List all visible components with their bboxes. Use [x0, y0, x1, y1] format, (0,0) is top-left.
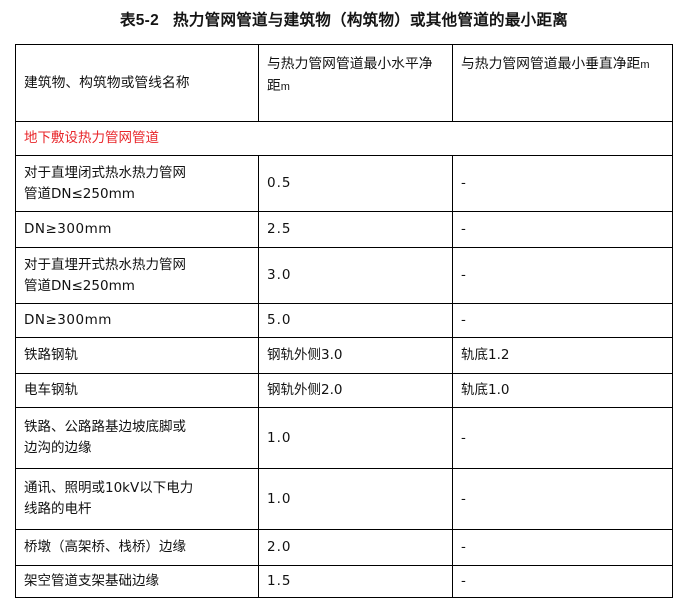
row-label: 铁路钢轨 [15, 337, 259, 374]
table-number: 表5-2 [119, 12, 160, 29]
row-label-line1: 对于直埋开式热水热力管网 [24, 256, 186, 273]
vertical-value: - [452, 155, 673, 212]
column-header-name-text: 建筑物、构筑物或管线名称 [24, 74, 190, 91]
column-header-name: 建筑物、构筑物或管线名称 [15, 44, 259, 122]
table-row: DN≥300mm 5.0 - [15, 303, 673, 338]
table-row: 通讯、照明或10kV以下电力 线路的电杆 1.0 - [15, 468, 673, 530]
horizontal-value: 2.0 [258, 529, 453, 566]
vertical-value: - [452, 529, 673, 566]
table-caption: 热力管网管道与建筑物（构筑物）或其他管道的最小距离 [173, 11, 569, 29]
horizontal-value: 钢轨外侧2.0 [258, 373, 453, 408]
column-header-vertical-text: 与热力管网管道最小垂直净距 [461, 56, 641, 72]
table-row: 铁路钢轨 钢轨外侧3.0 轨底1.2 [15, 337, 673, 374]
row-label-line1: 通讯、照明或10kV以下电力 [24, 480, 194, 497]
table-row: 对于直埋开式热水热力管网 管道DN≤250mm 3.0 - [15, 247, 673, 304]
row-label-line2: 线路的电杆 [24, 501, 92, 517]
table-row: 对于直埋闭式热水热力管网 管道DN≤250mm 0.5 - [15, 155, 673, 212]
vertical-value: 轨底1.2 [452, 337, 673, 374]
table-header-row: 建筑物、构筑物或管线名称 与热力管网管道最小水平净距m 与热力管网管道最小垂直净… [15, 44, 673, 122]
row-label-line1: 铁路、公路路基边坡底脚或 [24, 419, 186, 436]
distance-table: 建筑物、构筑物或管线名称 与热力管网管道最小水平净距m 与热力管网管道最小垂直净… [15, 44, 673, 598]
column-header-horizontal: 与热力管网管道最小水平净距m [258, 44, 453, 122]
table-row: DN≥300mm 2.5 - [15, 211, 673, 248]
column-header-vertical: 与热力管网管道最小垂直净距m [452, 44, 673, 122]
vertical-value: - [452, 565, 673, 598]
row-label: 铁路、公路路基边坡底脚或 边沟的边缘 [15, 407, 259, 469]
vertical-value: - [452, 468, 673, 530]
table-row: 地下敷设热力管网管道 [15, 121, 673, 156]
vertical-value: - [452, 211, 673, 248]
vertical-value: 轨底1.0 [452, 373, 673, 408]
horizontal-value: 0.5 [258, 155, 453, 212]
row-label-line2: 管道DN≤250mm [24, 277, 135, 294]
row-label: DN≥300mm [15, 211, 259, 248]
horizontal-value: 5.0 [258, 303, 453, 338]
row-label: 桥墩（高架桥、栈桥）边缘 [15, 529, 259, 566]
table-title: 表5-2 热力管网管道与建筑物（构筑物）或其他管道的最小距离 [0, 8, 688, 30]
horizontal-value: 钢轨外侧3.0 [258, 337, 453, 374]
vertical-value: - [452, 247, 673, 304]
section-label: 地下敷设热力管网管道 [15, 121, 673, 156]
horizontal-value: 1.5 [258, 565, 453, 598]
column-header-horizontal-unit: m [280, 81, 290, 94]
row-label-line2: 边沟的边缘 [24, 440, 92, 456]
document-page: 表5-2 热力管网管道与建筑物（构筑物）或其他管道的最小距离 建筑物、构筑物或管线… [0, 8, 688, 598]
row-label-line1: 对于直埋闭式热水热力管网 [24, 164, 186, 181]
table-row: 桥墩（高架桥、栈桥）边缘 2.0 - [15, 529, 673, 566]
row-label: 对于直埋开式热水热力管网 管道DN≤250mm [15, 247, 259, 304]
horizontal-value: 1.0 [258, 407, 453, 469]
table-row: 架空管道支架基础边缘 1.5 - [15, 565, 673, 598]
table-row: 电车钢轨 钢轨外侧2.0 轨底1.0 [15, 373, 673, 408]
row-label: 通讯、照明或10kV以下电力 线路的电杆 [15, 468, 259, 530]
row-label: 对于直埋闭式热水热力管网 管道DN≤250mm [15, 155, 259, 212]
row-label: 电车钢轨 [15, 373, 259, 408]
horizontal-value: 2.5 [258, 211, 453, 248]
horizontal-value: 3.0 [258, 247, 453, 304]
horizontal-value: 1.0 [258, 468, 453, 530]
vertical-value: - [452, 303, 673, 338]
row-label-line2: 管道DN≤250mm [24, 185, 135, 202]
row-label: 架空管道支架基础边缘 [15, 565, 259, 598]
row-label: DN≥300mm [15, 303, 259, 338]
table-container: 建筑物、构筑物或管线名称 与热力管网管道最小水平净距m 与热力管网管道最小垂直净… [15, 44, 673, 598]
table-row: 铁路、公路路基边坡底脚或 边沟的边缘 1.0 - [15, 407, 673, 469]
column-header-horizontal-text: 与热力管网管道最小水平净距 [267, 56, 433, 95]
column-header-vertical-unit: m [640, 59, 650, 71]
vertical-value: - [452, 407, 673, 469]
